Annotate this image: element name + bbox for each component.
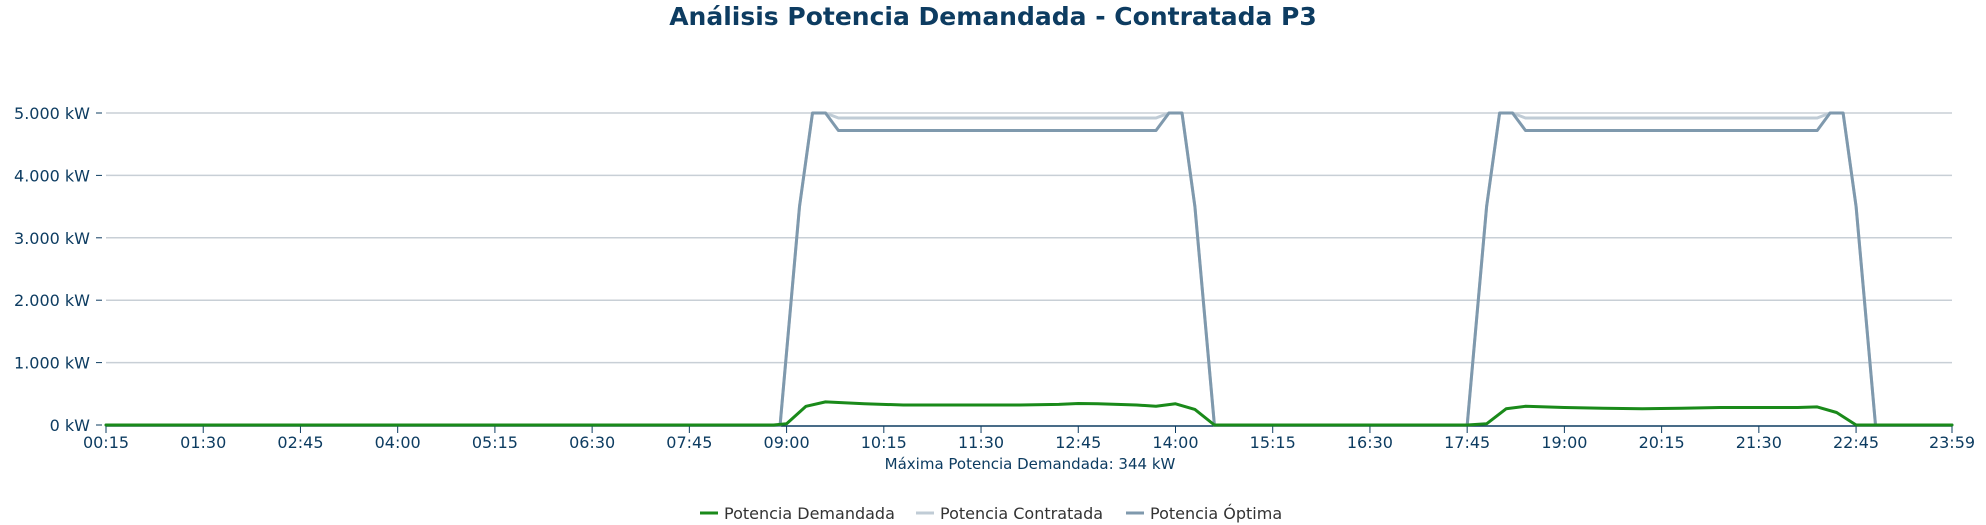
x-tick-label: 05:15: [472, 433, 518, 452]
x-tick-label: 16:30: [1347, 433, 1393, 452]
x-tick-label: 17:45: [1444, 433, 1490, 452]
legend-label-potencia-optima: Potencia Óptima: [1150, 504, 1282, 523]
x-tick-label: 20:15: [1639, 433, 1685, 452]
legend-label-potencia-demandada: Potencia Demandada: [724, 504, 895, 523]
series-line-potencia-demandada: [104, 400, 1954, 427]
series-line-potencia-optima: [104, 111, 1954, 427]
x-tick-label: 06:30: [569, 433, 615, 452]
y-tick-label: 5.000 kW: [14, 104, 90, 123]
y-tick-label: 2.000 kW: [14, 291, 90, 310]
x-tick-label: 19:00: [1541, 433, 1587, 452]
x-tick-label: 00:15: [83, 433, 129, 452]
legend: Potencia Demandada Potencia Contratada Pot…: [700, 504, 1282, 523]
x-tick-label: 12:45: [1055, 433, 1101, 452]
x-tick-label: 11:30: [958, 433, 1004, 452]
x-tick-label: 01:30: [180, 433, 226, 452]
x-tick-label: 21:30: [1736, 433, 1782, 452]
axes: 0 kW 1.000 kW 2.000 kW 3.000 kW 4.000 kW 5.00…: [14, 104, 1975, 452]
x-tick-label: 04:00: [375, 433, 421, 452]
x-tick-label: 07:45: [666, 433, 712, 452]
y-tick-label: 4.000 kW: [14, 166, 90, 185]
x-tick-label: 02:45: [277, 433, 323, 452]
legend-label-potencia-contratada: Potencia Contratada: [940, 504, 1103, 523]
series-lines: [104, 111, 1954, 427]
x-tick-label: 10:15: [861, 433, 907, 452]
y-tick-label: 0 kW: [50, 416, 91, 435]
x-tick-label: 14:00: [1152, 433, 1198, 452]
x-tick-label: 22:45: [1833, 433, 1879, 452]
grid: [106, 112, 1952, 364]
chart-title: Análisis Potencia Demandada - Contratada…: [669, 2, 1317, 31]
max-demand-subtitle: Máxima Potencia Demandada: 344 kW: [885, 455, 1176, 473]
y-tick-label: 1.000 kW: [14, 354, 90, 373]
series-line-potencia-contratada: [104, 111, 1954, 427]
y-tick-label: 3.000 kW: [14, 229, 90, 248]
x-tick-label: 09:00: [764, 433, 810, 452]
x-tick-label: 15:15: [1250, 433, 1296, 452]
x-tick-label: 23:59: [1929, 433, 1975, 452]
